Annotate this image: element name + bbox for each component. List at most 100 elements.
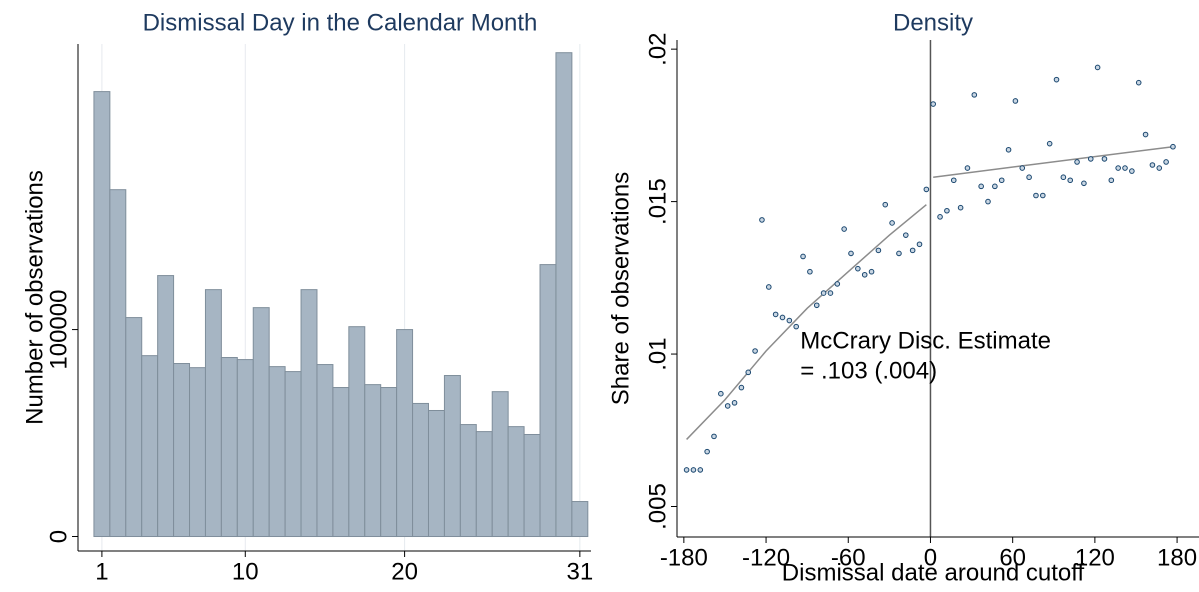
bar (443, 375, 461, 538)
point (971, 92, 978, 98)
point (834, 281, 841, 287)
bar (157, 275, 175, 538)
point (1163, 159, 1169, 165)
point (868, 268, 875, 275)
bar (555, 52, 573, 538)
point (1129, 168, 1135, 174)
bar (204, 289, 222, 538)
bar (412, 402, 429, 538)
point (786, 317, 793, 324)
bar (507, 426, 525, 538)
point (1108, 177, 1115, 184)
point (944, 207, 950, 214)
bar (284, 371, 302, 538)
bar (252, 307, 270, 538)
point (1074, 159, 1080, 165)
point (903, 232, 909, 238)
point (1019, 165, 1026, 171)
x-tick-label: 10 (232, 558, 259, 585)
point (1040, 192, 1046, 199)
point (711, 433, 717, 440)
point (1081, 180, 1087, 187)
bar (571, 501, 589, 538)
y-axis-label: Share of observations (607, 172, 634, 405)
point (916, 241, 923, 248)
point (738, 384, 745, 391)
bar (348, 326, 366, 538)
point (779, 314, 786, 321)
point (841, 226, 847, 232)
bar (173, 363, 191, 538)
point (724, 403, 731, 409)
y-tick-label: .005 (644, 483, 671, 530)
chart-title: Density (893, 9, 973, 36)
point (690, 467, 697, 473)
x-tick-label: 20 (391, 558, 418, 585)
bar (300, 289, 318, 538)
point (985, 198, 991, 205)
bar (380, 387, 398, 538)
x-tick-label: 180 (1157, 544, 1197, 571)
point (1060, 174, 1067, 181)
point (855, 265, 861, 272)
x-tick-label: -120 (742, 544, 790, 571)
point (1170, 143, 1176, 150)
point (813, 302, 820, 309)
annotation: = .103 (.004) (800, 357, 937, 384)
bar (220, 357, 238, 538)
bar (523, 433, 541, 538)
point (889, 220, 895, 226)
point (957, 204, 964, 211)
point (1142, 131, 1149, 138)
point (998, 177, 1005, 184)
point (923, 186, 930, 193)
point (964, 165, 971, 171)
point (820, 290, 827, 296)
point (752, 348, 758, 354)
x-tick-label: 31 (566, 558, 593, 585)
x-tick-label: -180 (660, 544, 708, 571)
y-tick-label: 0 (45, 530, 72, 543)
point (793, 323, 799, 330)
point (731, 400, 738, 406)
point (950, 177, 957, 184)
point (745, 369, 752, 376)
point (759, 217, 765, 223)
bar (316, 364, 334, 538)
point (772, 311, 779, 318)
point (882, 201, 889, 208)
bar (491, 391, 509, 538)
x-tick-label: 60 (999, 544, 1026, 571)
point (1094, 64, 1101, 71)
point (827, 290, 834, 296)
x-tick-label: 1 (95, 558, 108, 585)
point (978, 183, 984, 190)
point (1122, 165, 1128, 171)
point (1033, 192, 1039, 199)
point (800, 253, 806, 260)
x-axis-label: Dismissal date around cutoff (782, 559, 1085, 586)
y-tick-label: .01 (644, 337, 671, 370)
bar (364, 384, 382, 538)
point (896, 250, 902, 257)
y-axis-label: Number of observations (21, 170, 48, 425)
bar (236, 359, 254, 538)
x-tick-label: -60 (831, 544, 866, 571)
point (683, 467, 690, 473)
point (909, 247, 916, 254)
point (848, 250, 854, 257)
point (937, 214, 943, 220)
bar (396, 329, 414, 538)
point (718, 390, 724, 397)
point (1026, 174, 1032, 181)
annotation: McCrary Disc. Estimate (800, 327, 1051, 354)
point (930, 101, 937, 107)
point (1046, 140, 1053, 147)
bar (268, 366, 286, 538)
bar (189, 367, 206, 538)
bar (475, 431, 493, 538)
x-tick-label: 0 (924, 544, 937, 571)
point (1149, 162, 1156, 168)
chart-title: Dismissal Day in the Calendar Month (143, 9, 538, 36)
point (1087, 156, 1094, 162)
